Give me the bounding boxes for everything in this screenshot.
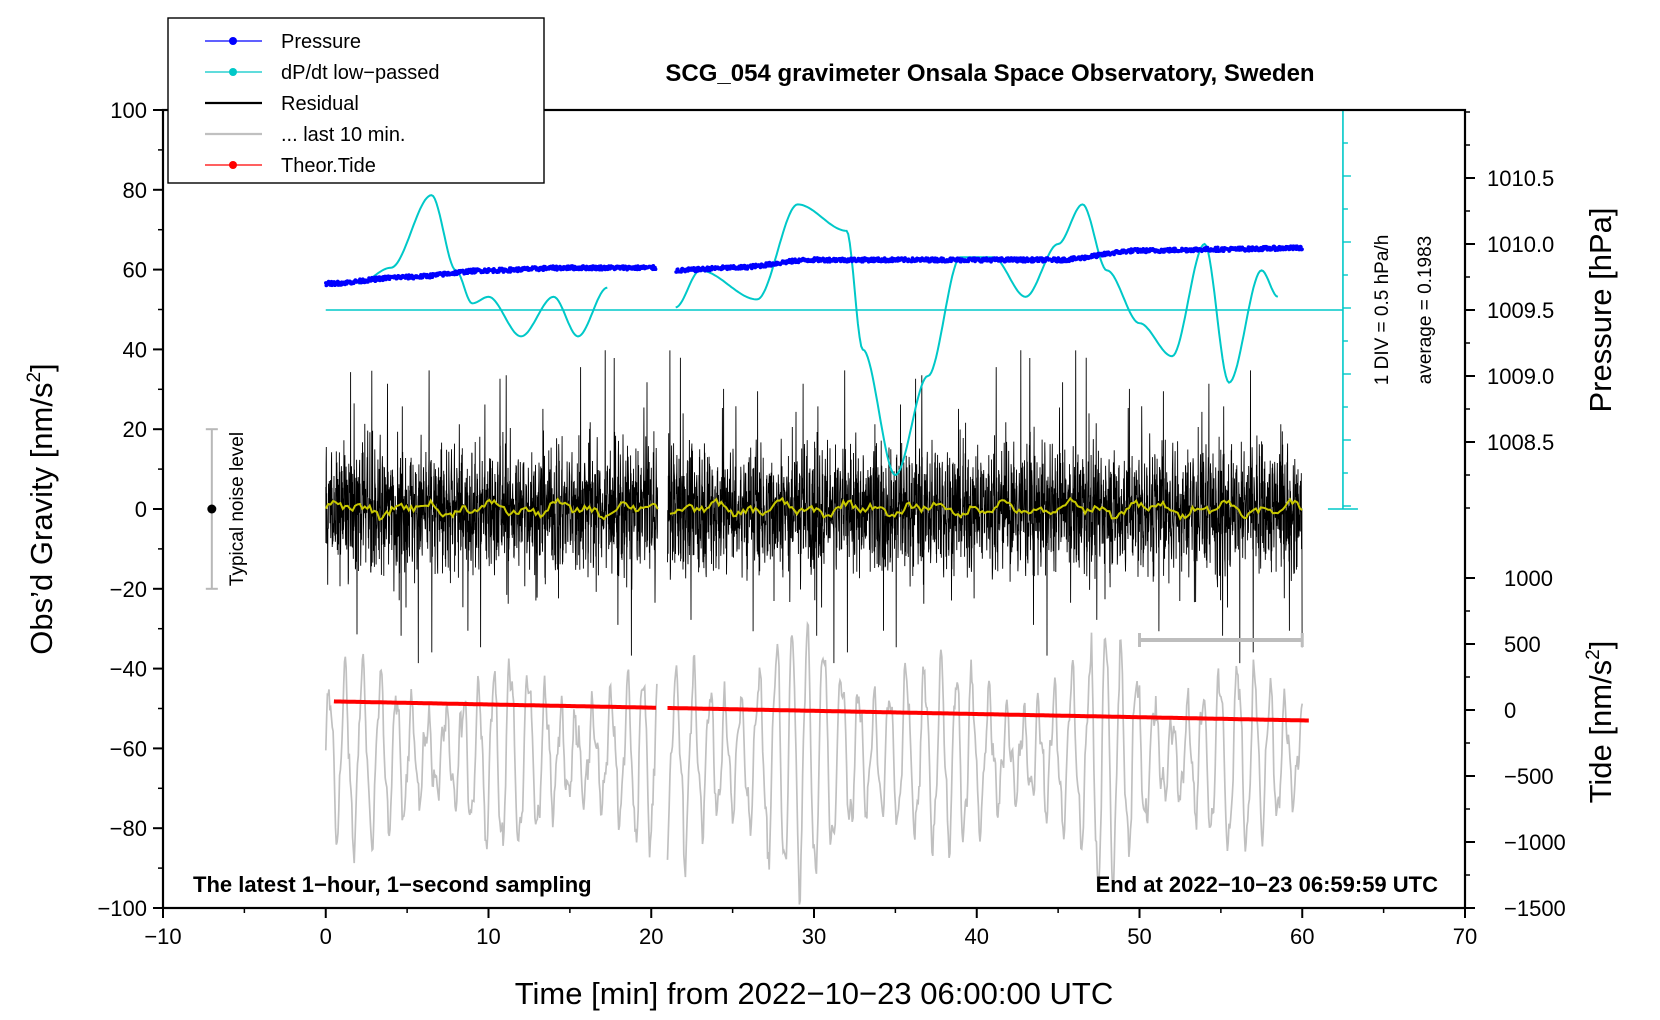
- y-tick-label: −100: [97, 896, 147, 921]
- pressure-axis-label: Pressure [hPa]: [1583, 207, 1618, 412]
- x-tick-label: 60: [1290, 924, 1314, 949]
- legend-box: [167, 17, 545, 184]
- pressure-tick-label: 1008.5: [1487, 430, 1554, 455]
- pressure-point: [1300, 247, 1304, 252]
- legend-label: dP/dt low−passed: [281, 62, 439, 84]
- y-tick-label: −40: [110, 657, 147, 682]
- pressure-point: [330, 283, 334, 288]
- residual-smoothed-series: [324, 496, 1303, 522]
- chart-title: SCG_054 gravimeter Onsala Space Observat…: [665, 60, 1314, 87]
- legend-marker: [229, 161, 237, 169]
- y-tick-label: −80: [110, 816, 147, 841]
- tide-axis-label: Tide [nm/s2]: [1583, 641, 1618, 804]
- end-time-note: End at 2022−10−23 06:59:59 UTC: [1096, 872, 1439, 897]
- y-tick-label: 0: [135, 497, 147, 522]
- tide-tick-label: −1500: [1504, 896, 1566, 921]
- y-tick-label: −60: [110, 736, 147, 761]
- tide-line: [333, 699, 657, 710]
- theoretical-tide-series: [333, 699, 1309, 723]
- y-tick-label: 60: [123, 258, 147, 283]
- y-tick-label: 40: [123, 337, 147, 362]
- tide-line: [667, 706, 1309, 723]
- x-tick-label: 0: [320, 924, 332, 949]
- y-tick-label: 80: [123, 178, 147, 203]
- dpdt-average-label: average = 0.1983: [1415, 236, 1436, 384]
- axes: −10 0 10 20 30 40 50 60 70100806040200−20−40−60−…: [97, 98, 1565, 949]
- residual-series: [325, 350, 1303, 664]
- y-axis-label: Obs’d Gravity [nm/s2]: [24, 363, 59, 654]
- tide-tick-label: 500: [1504, 632, 1541, 657]
- y-tick-label: −20: [110, 577, 147, 602]
- x-axis-label: Time [min] from 2022−10−23 06:00:00 UTC: [515, 976, 1114, 1011]
- dpdt-line: [358, 194, 608, 338]
- noise-label: Typical noise level: [227, 432, 248, 586]
- x-tick-label: 30: [802, 924, 826, 949]
- x-tick-label: 70: [1453, 924, 1477, 949]
- legend: Pressure dP/dt low−passed Residual ... last…: [167, 17, 545, 184]
- legend-label: ... last 10 min.: [281, 124, 406, 146]
- residual-line: [667, 350, 1303, 664]
- legend-marker: [229, 68, 237, 76]
- pressure-point: [653, 267, 658, 272]
- noise-center-dot: [207, 504, 217, 514]
- smoothed-residual-line: [324, 496, 659, 522]
- tide-tick-label: 0: [1504, 698, 1516, 723]
- x-tick-label: 10: [476, 924, 500, 949]
- legend-label: Theor.Tide: [281, 155, 376, 177]
- dpdt-scale-label: 1 DIV = 0.5 hPa/h: [1372, 235, 1393, 386]
- x-tick-label: 20: [639, 924, 663, 949]
- x-tick-label: 40: [965, 924, 989, 949]
- pressure-tick-label: 1010.5: [1487, 166, 1554, 191]
- noise-indicator: Typical noise level: [205, 428, 248, 590]
- legend-label: Residual: [281, 93, 359, 115]
- legend-label: Pressure: [281, 31, 361, 53]
- tide-tick-label: 1000: [1504, 566, 1553, 591]
- x-tick-label: −10: [144, 924, 181, 949]
- tide-tick-label: −1000: [1504, 830, 1566, 855]
- y-tick-label: 100: [110, 98, 147, 123]
- last-10-min-line: [324, 653, 658, 864]
- smoothed-residual-line: [669, 496, 1303, 522]
- x-tick-label: 50: [1127, 924, 1151, 949]
- pressure-series: [324, 244, 1304, 288]
- y-tick-label: 20: [123, 417, 147, 442]
- dpdt-scale: 1 DIV = 0.5 hPa/h average = 0.1983: [1138, 109, 1436, 647]
- pressure-tick-label: 1009.0: [1487, 364, 1554, 389]
- residual-line: [325, 350, 659, 664]
- tide-tick-label: −500: [1504, 764, 1554, 789]
- pressure-tick-label: 1010.0: [1487, 232, 1554, 257]
- pressure-tick-label: 1009.5: [1487, 298, 1554, 323]
- legend-marker: [229, 37, 237, 45]
- sampling-note: The latest 1−hour, 1−second sampling: [193, 872, 592, 897]
